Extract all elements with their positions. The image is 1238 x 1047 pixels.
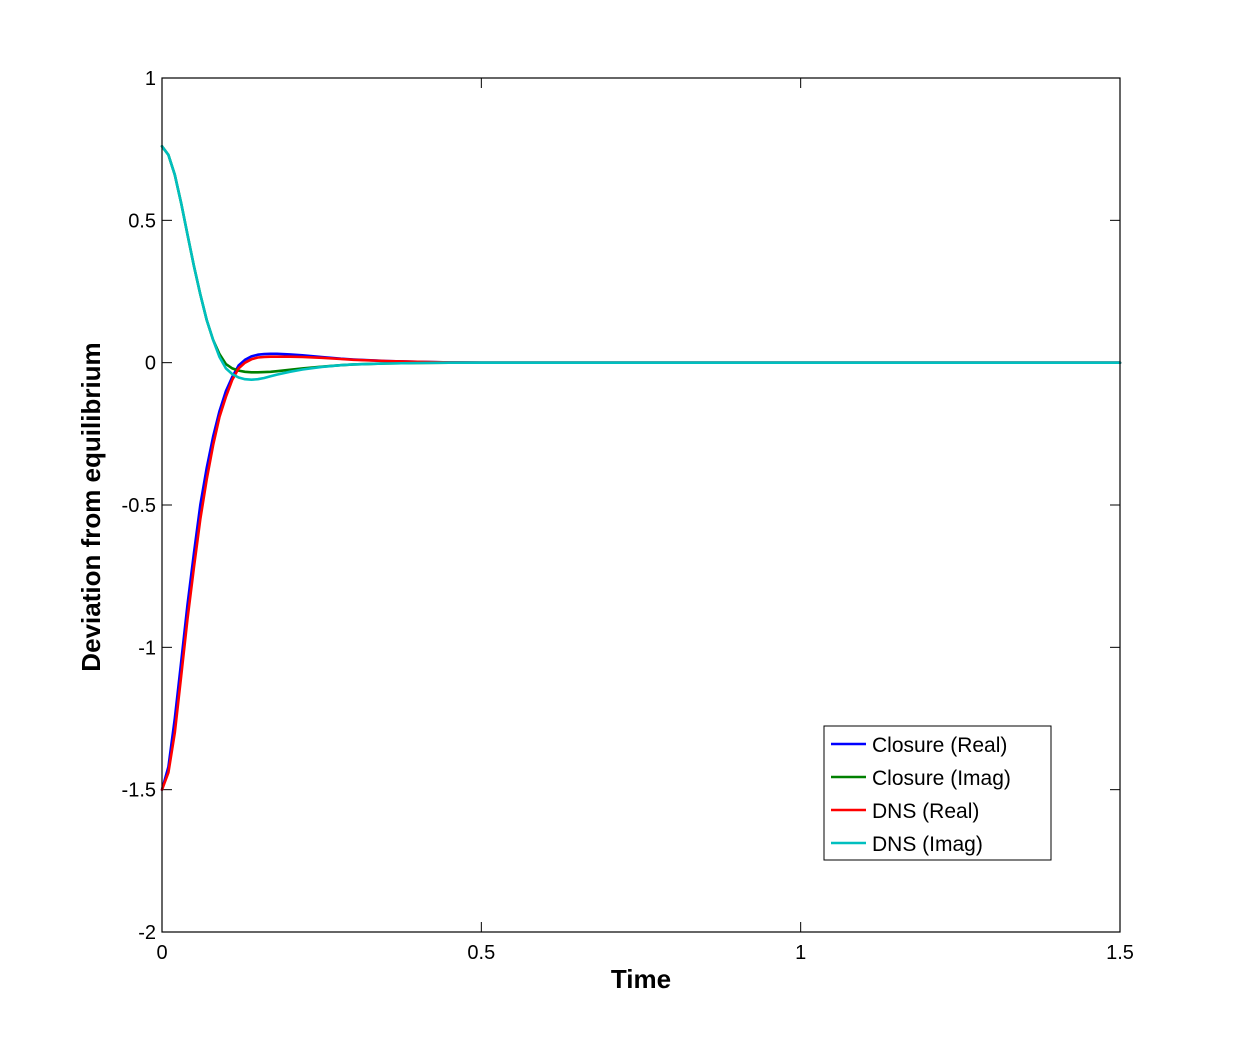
plot-frame [161,77,1121,933]
x-tick-labels: 0 0.5 1 1.5 [156,942,1133,964]
x-axis-label: Time [611,964,671,994]
legend-label: Closure (Imag) [872,767,1011,790]
y-tick-label: 0 [145,353,156,375]
y-axis-label: Deviation from equilibrium [76,342,106,671]
legend-label: Closure (Real) [872,734,1007,757]
y-tick-label: -0.5 [122,495,156,517]
y-tick-label: -2 [138,922,156,944]
x-tick-label: 0.5 [467,942,495,964]
legend: Closure (Real) Closure (Imag) DNS (Real) DN… [823,725,1052,861]
legend-label: DNS (Real) [872,800,979,823]
series-lines [160,145,1122,792]
series-line-dns-imag [160,145,1122,382]
y-tick-labels: 1 0.5 0 -0.5 -1 -1.5 -2 [122,68,156,944]
legend-box [823,725,1052,861]
legend-label: DNS (Imag) [872,833,983,856]
x-tick-label: 1 [795,942,806,964]
y-tick-label: -1 [138,637,156,659]
x-tick-label: 0 [156,942,167,964]
y-tick-label: -1.5 [122,780,156,802]
y-tick-label: 0.5 [128,210,156,232]
y-tick-label: 1 [145,68,156,90]
x-tick-label: 1.5 [1106,942,1134,964]
